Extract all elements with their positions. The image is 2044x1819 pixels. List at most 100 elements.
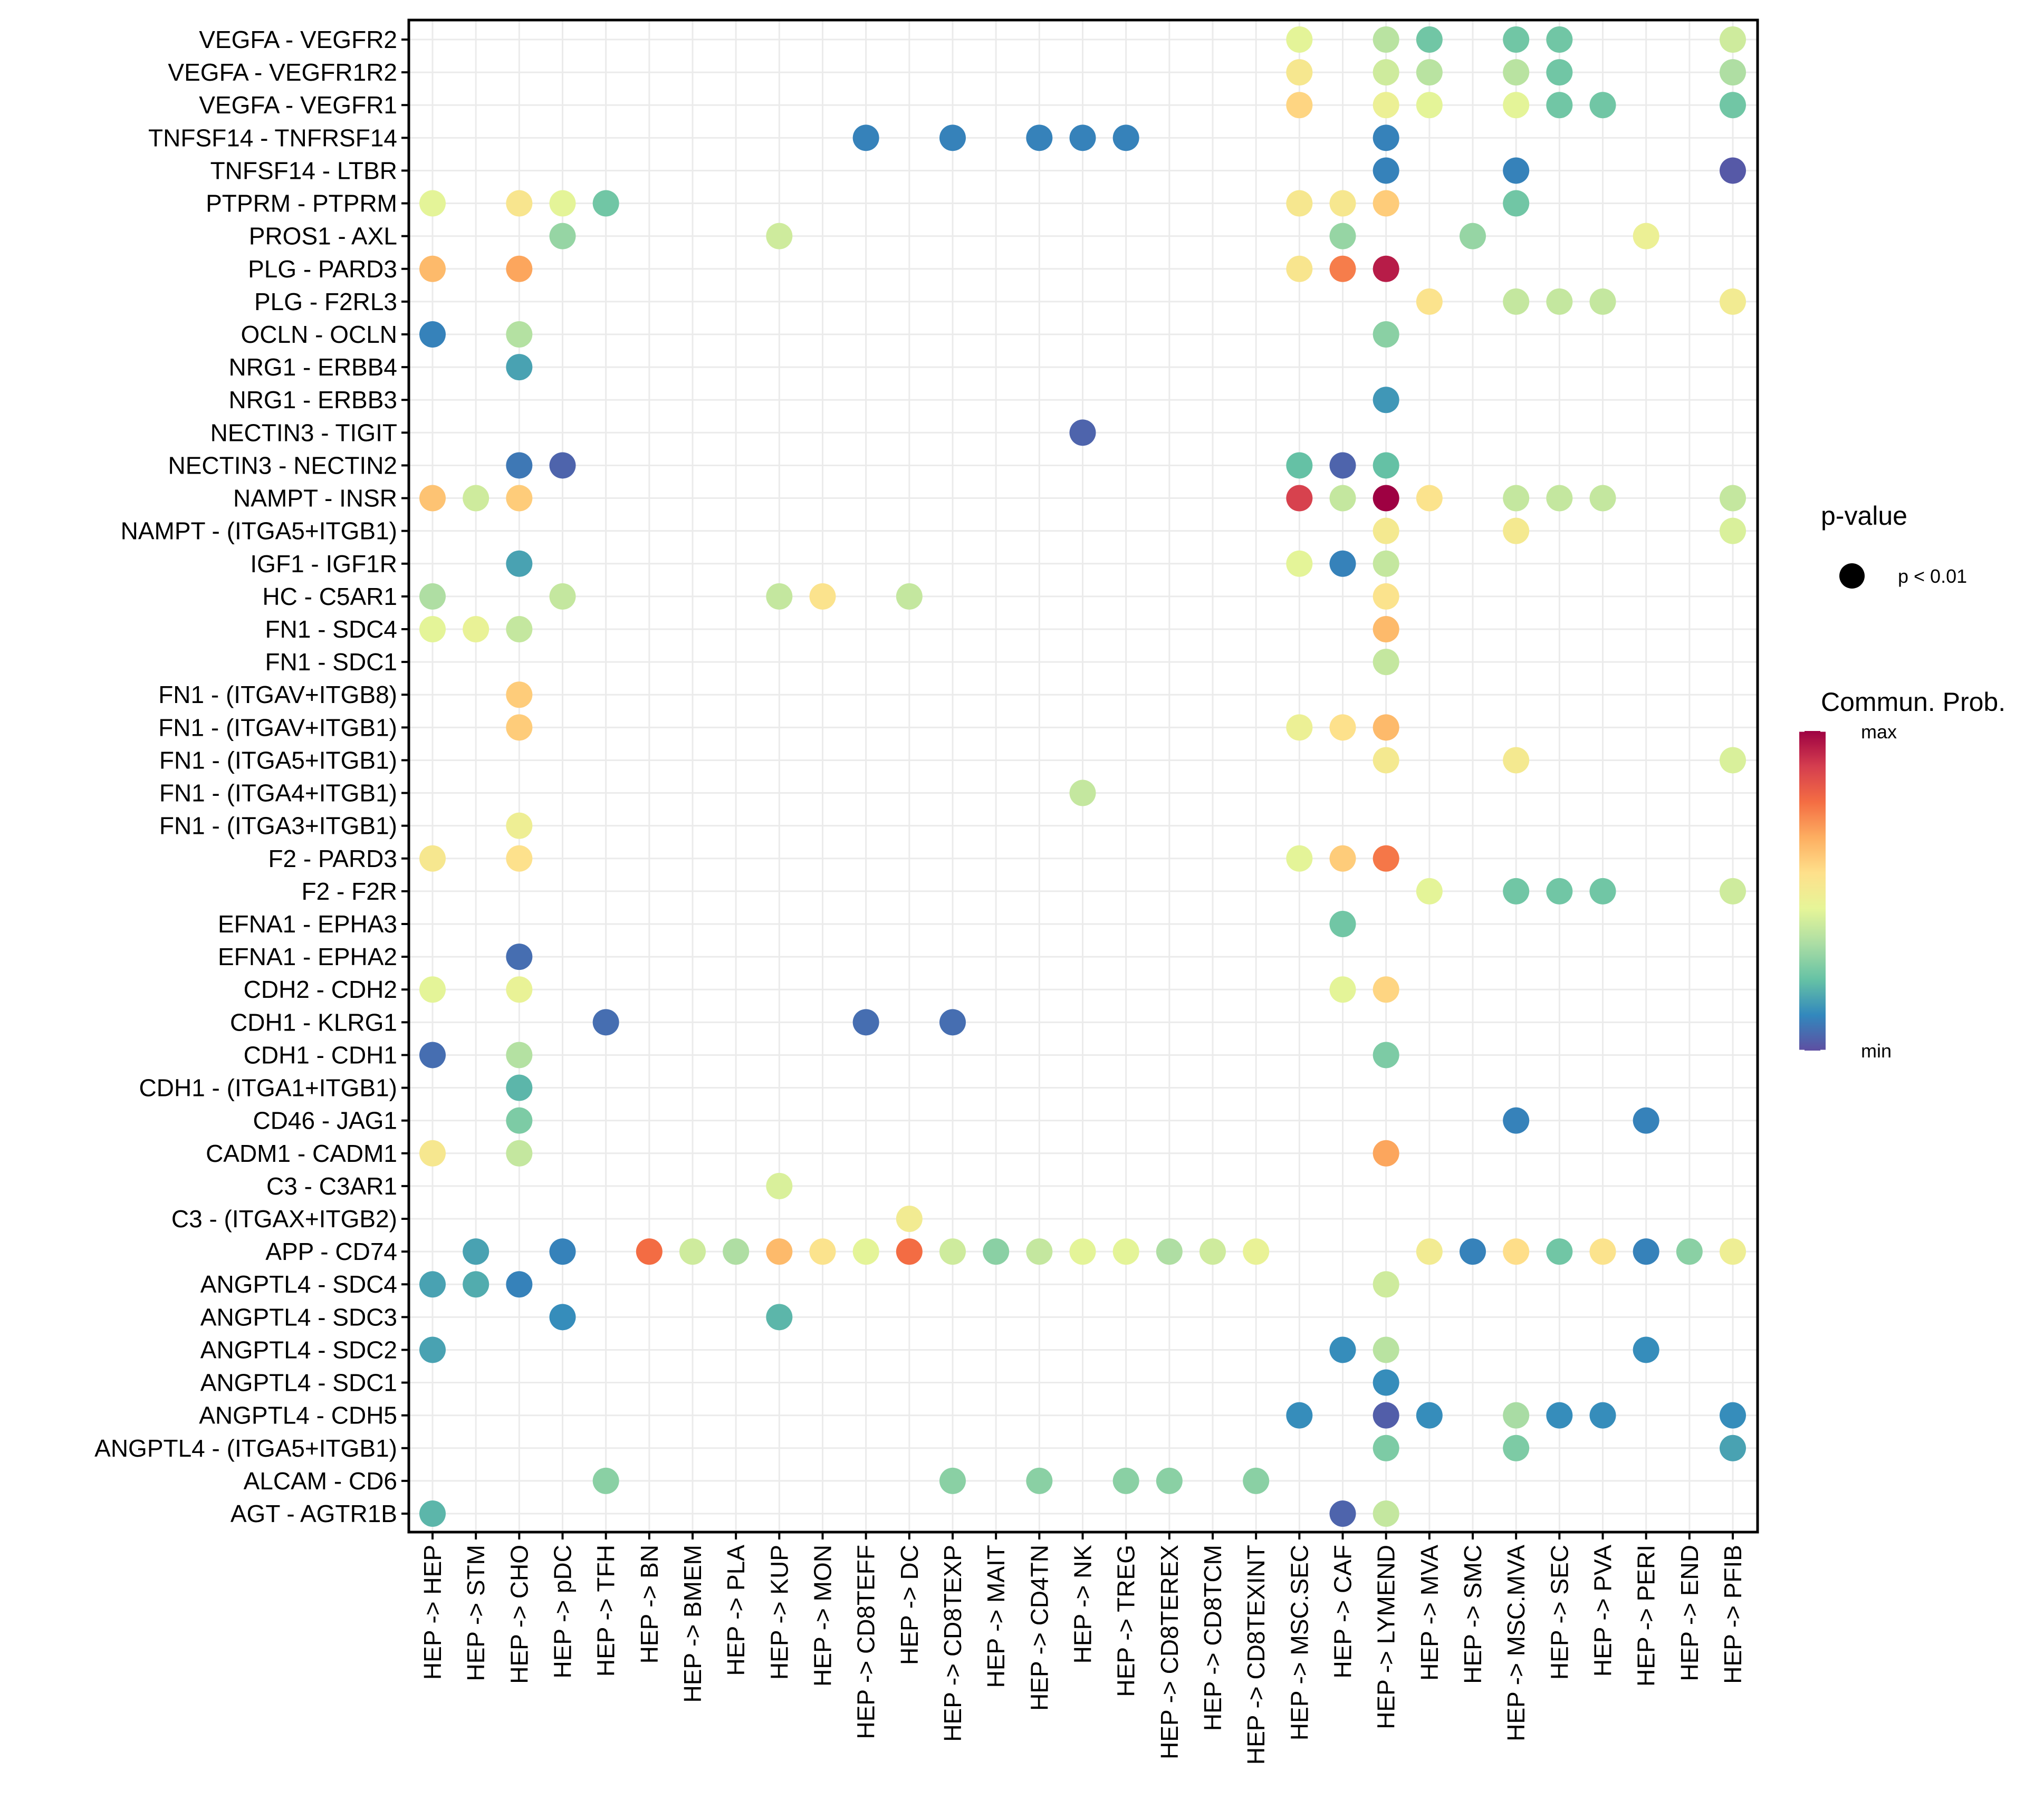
dot xyxy=(1373,190,1399,217)
dot xyxy=(1329,255,1356,282)
dot xyxy=(1720,517,1746,544)
dot xyxy=(1503,1238,1530,1265)
dot xyxy=(1416,92,1443,119)
dot xyxy=(1329,1500,1356,1527)
y-tick-label: EFNA1 - EPHA3 xyxy=(218,910,397,938)
dot xyxy=(1329,190,1356,217)
x-tick-label: HEP -> CD8TEFF xyxy=(852,1545,880,1739)
dot xyxy=(939,1238,966,1265)
y-tick-label: NAMPT - INSR xyxy=(233,485,397,512)
legend: p-value p < 0.01 Commun. Prob. max min xyxy=(1799,501,2005,1062)
dot xyxy=(1373,1402,1399,1429)
dot xyxy=(549,190,576,217)
dot xyxy=(1243,1467,1270,1494)
dot xyxy=(549,1238,576,1265)
x-tick-label: HEP -> STM xyxy=(462,1545,490,1681)
dot xyxy=(1720,747,1746,774)
dot xyxy=(1589,288,1616,315)
y-tick-label: PLG - F2RL3 xyxy=(254,288,397,315)
x-tick-label: HEP -> DC xyxy=(896,1545,923,1665)
dot xyxy=(1112,1238,1139,1265)
dot xyxy=(852,1238,879,1265)
dot xyxy=(1329,550,1356,577)
dot xyxy=(1503,26,1530,53)
dot xyxy=(1286,452,1313,479)
dot xyxy=(1373,616,1399,642)
dot xyxy=(1503,1107,1530,1134)
x-tick-label: HEP -> MSC.SEC xyxy=(1285,1545,1313,1740)
x-tick-label: HEP -> CD8TCM xyxy=(1199,1545,1226,1731)
dot xyxy=(1416,26,1443,53)
dot xyxy=(1416,1238,1443,1265)
dot xyxy=(506,321,533,348)
dot xyxy=(766,1304,793,1331)
x-tick-label: HEP -> BN xyxy=(636,1545,663,1663)
dot xyxy=(592,1009,619,1036)
dot xyxy=(1503,878,1530,904)
dot xyxy=(939,1009,966,1036)
dot xyxy=(1156,1238,1183,1265)
x-tick-label: HEP -> MON xyxy=(809,1545,837,1687)
x-tick-label: HEP -> CD4TN xyxy=(1025,1545,1053,1711)
dot xyxy=(1720,26,1746,53)
dot xyxy=(1416,288,1443,315)
x-tick-label: HEP -> HEP xyxy=(419,1545,446,1680)
dot xyxy=(506,1074,533,1101)
dot xyxy=(1329,845,1356,872)
dot xyxy=(1503,517,1530,544)
dot xyxy=(1373,649,1399,676)
x-tick-label: HEP -> BMEM xyxy=(679,1545,706,1703)
dot xyxy=(1589,1238,1616,1265)
dot xyxy=(419,1140,446,1167)
dot xyxy=(549,452,576,479)
legend-color-title: Commun. Prob. xyxy=(1821,687,2005,717)
y-tick-label: NRG1 - ERBB3 xyxy=(228,386,397,413)
dot xyxy=(1676,1238,1703,1265)
dot xyxy=(679,1238,706,1265)
y-tick-label: C3 - C3AR1 xyxy=(266,1172,397,1200)
dot xyxy=(1329,452,1356,479)
dot xyxy=(809,583,836,610)
y-tick-label: PTPRM - PTPRM xyxy=(206,190,397,217)
y-tick-label: IGF1 - IGF1R xyxy=(250,550,397,578)
dot xyxy=(506,1140,533,1167)
dot xyxy=(896,1206,923,1232)
y-tick-label: TNFSF14 - TNFRSF14 xyxy=(148,124,397,151)
dot xyxy=(1069,779,1096,806)
y-tick-label: FN1 - SDC1 xyxy=(265,648,397,676)
dot xyxy=(1373,26,1399,53)
dot xyxy=(1373,452,1399,479)
dot xyxy=(419,616,446,642)
dot xyxy=(1112,124,1139,151)
dot xyxy=(463,1238,490,1265)
dot xyxy=(463,616,490,642)
legend-min-label: min xyxy=(1861,1040,1892,1062)
dot xyxy=(939,1467,966,1494)
dot xyxy=(1286,714,1313,741)
x-tick-label: HEP -> PFIB xyxy=(1719,1545,1746,1684)
y-tick-label: FN1 - (ITGAV+ITGB8) xyxy=(158,681,397,708)
dot xyxy=(723,1238,750,1265)
dot xyxy=(1720,288,1746,315)
y-tick-label: VEGFA - VEGFR2 xyxy=(199,26,397,53)
y-tick-label: CDH2 - CDH2 xyxy=(244,976,397,1003)
dot xyxy=(1069,124,1096,151)
dot xyxy=(1503,1402,1530,1429)
dot xyxy=(852,124,879,151)
dot xyxy=(506,1107,533,1134)
x-tick-label: HEP -> PLA xyxy=(722,1545,750,1676)
dot xyxy=(1503,288,1530,315)
y-tick-label: ANGPTL4 - SDC1 xyxy=(200,1369,397,1397)
dot xyxy=(1329,485,1356,512)
dot xyxy=(506,1042,533,1069)
dot xyxy=(1286,485,1313,512)
y-tick-label: PROS1 - AXL xyxy=(249,223,397,250)
dot xyxy=(852,1009,879,1036)
y-tick-label: HC - C5AR1 xyxy=(262,583,397,610)
dot xyxy=(1069,419,1096,446)
dot xyxy=(1503,59,1530,86)
dot xyxy=(1546,485,1573,512)
x-tick-label: HEP -> CHO xyxy=(505,1545,533,1684)
dot xyxy=(1286,59,1313,86)
dot xyxy=(506,354,533,381)
